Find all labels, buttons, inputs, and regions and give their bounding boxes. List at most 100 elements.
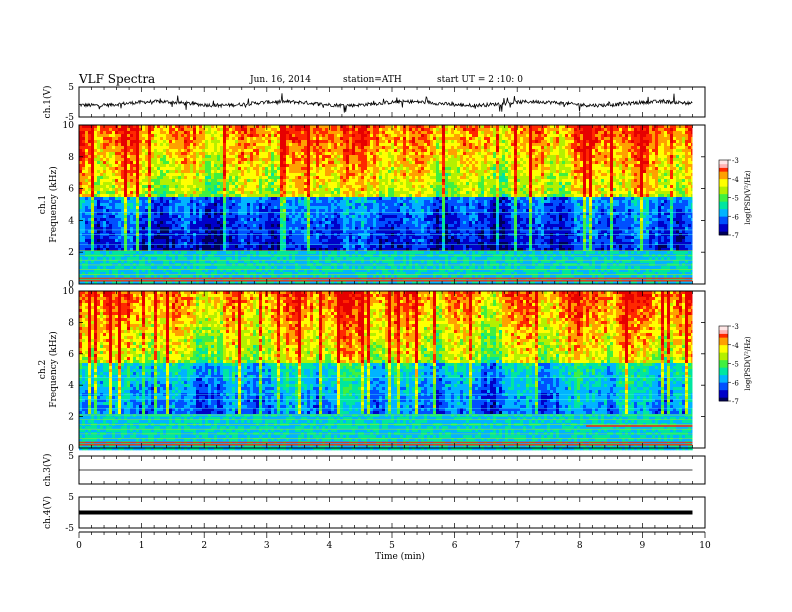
header-date: Jun. 16, 2014 xyxy=(250,75,311,85)
ch2-spectrogram-colorbar-cell xyxy=(719,378,728,381)
ch1-spectrogram-colorbar-tick-label: -6 xyxy=(732,213,739,221)
ch3-panel-ytick-label: 5 xyxy=(68,452,74,462)
ch2-spectrogram-colorbar-cell xyxy=(719,331,728,334)
ch2-spectrogram-colorbar-tick-label: -6 xyxy=(732,379,739,387)
ch1-spectrogram-colorbar-cell xyxy=(719,233,728,236)
ch2-spectrogram-ytick-label: 6 xyxy=(68,350,74,360)
ch2-spectrogram-colorbar-cell xyxy=(719,382,728,385)
ch2-spectrogram-colorbar-cell xyxy=(719,352,728,355)
ch2-spectrogram-colorbar-cell xyxy=(719,389,728,393)
ch1-spectrogram-colorbar-cell xyxy=(719,193,728,197)
chart-title: VLF Spectra xyxy=(79,72,155,86)
ch2-spectrogram-colorbar-cell xyxy=(719,374,728,378)
ch2-spectrogram-colorbar-cell xyxy=(719,335,728,338)
ch2-spectrogram-colorbar-cell xyxy=(719,354,728,357)
ch1-spectrogram-colorbar-cell xyxy=(719,167,728,170)
ch1-spectrogram-colorbar-cell xyxy=(719,165,728,168)
ch1-spectrogram-colorbar-tick-label: -4 xyxy=(732,176,739,184)
ch1-spectrogram-colorbar-cell xyxy=(719,190,728,193)
ch2-spectrogram-colorbar-cell xyxy=(719,339,728,342)
ch1-spectrogram-colorbar-cell xyxy=(719,218,728,221)
ch1-spectrogram-colorbar-cell xyxy=(719,191,728,195)
ch2-spectrogram-ytick-label: 4 xyxy=(68,381,74,391)
header-station: station=ATH xyxy=(343,75,402,85)
ch1-spectrogram-colorbar-cell xyxy=(719,160,728,163)
ch1-spectrogram-colorbar-cell xyxy=(719,212,728,215)
ch2-spectrogram-colorbar-cell xyxy=(719,363,728,366)
ch1-spectrogram-colorbar-cell xyxy=(719,201,728,204)
ch2-spectrogram-colorbar-cell xyxy=(719,387,728,391)
ch1-spectrogram-colorbar-cell xyxy=(719,225,728,228)
ch2-spectrogram-colorbar-tick-label: -5 xyxy=(732,361,739,369)
ch1-spectrogram-ytick-label: 6 xyxy=(68,185,74,195)
ch1-panel-ytick-label: 5 xyxy=(68,83,74,93)
ch1-spectrogram-ylabel2: Frequency (kHz) xyxy=(48,166,59,243)
ch1-spectrogram-heatmap xyxy=(79,125,693,285)
ch1-spectrogram-colorbar-cell xyxy=(719,169,728,172)
ch2-spectrogram-colorbar-cell xyxy=(719,376,728,379)
ch2-spectrogram-colorbar-cell xyxy=(719,333,728,336)
ch1-spectrogram-colorbar-cell xyxy=(719,229,728,232)
ch1-spectrogram-ytick-label: 4 xyxy=(68,216,74,226)
ch2-spectrogram-colorbar-cell xyxy=(719,369,728,372)
ch1-panel-ylabel: ch.1(V) xyxy=(42,86,53,119)
ch2-spectrogram-colorbar-cell xyxy=(719,327,728,331)
ch2-spectrogram-colorbar-cell xyxy=(719,341,728,344)
ch2-spectrogram-blank xyxy=(692,291,705,448)
x-tick-label: 10 xyxy=(699,541,711,551)
ch1-spectrogram-ylabel: ch.1 xyxy=(38,195,48,214)
ch2-spectrogram-colorbar-cell xyxy=(719,395,728,398)
ch1-spectrogram-colorbar-cell xyxy=(719,220,728,223)
x-tick-label: 9 xyxy=(640,541,646,551)
ch1-spectrogram-colorbar-cell xyxy=(719,176,728,180)
header-start-time: start UT = 2 :10: 0 xyxy=(437,75,523,85)
ch2-spectrogram-colorbar-cell xyxy=(719,393,728,396)
x-tick-label: 5 xyxy=(389,541,395,551)
ch1-spectrogram-colorbar-cell xyxy=(719,173,728,176)
ch1-spectrogram-colorbar-cell xyxy=(719,186,728,189)
x-tick-label: 6 xyxy=(452,541,458,551)
ch1-spectrogram-colorbar-cell xyxy=(719,216,728,219)
ch1-spectrogram-colorbar-cell xyxy=(719,188,728,191)
ch2-spectrogram-colorbar-cell xyxy=(719,348,728,351)
ch2-spectrogram-colorbar-cell xyxy=(719,357,728,361)
ch2-spectrogram-colorbar-cell xyxy=(719,372,728,376)
ch1-spectrogram-colorbar-tick-label: -3 xyxy=(732,157,739,165)
ch2-spectrogram-colorbar-tick-label: -4 xyxy=(732,342,739,350)
ch1-spectrogram-colorbar-cell xyxy=(719,223,728,227)
ch1-spectrogram-colorbar-cell xyxy=(719,197,728,200)
x-tick-label: 8 xyxy=(577,541,583,551)
ch1-spectrogram-colorbar-cell xyxy=(719,161,728,165)
ch1-spectrogram-colorbar-cell xyxy=(719,205,728,208)
ch2-spectrogram-colorbar-cell xyxy=(719,399,728,402)
ch2-spectrogram-colorbar-cell xyxy=(719,386,728,389)
ch4-panel-ylabel: ch.4(V) xyxy=(42,496,53,529)
ch2-spectrogram-colorbar-cell xyxy=(719,361,728,364)
ch1-spectrogram-colorbar-cell xyxy=(719,178,728,182)
ch1-spectrogram-colorbar-cell xyxy=(719,221,728,225)
ch1-spectrogram-colorbar-cell xyxy=(719,203,728,206)
ch1-panel-trace xyxy=(78,93,693,113)
ch1-spectrogram-colorbar-cell xyxy=(719,231,728,234)
ch1-spectrogram-colorbar-cell xyxy=(719,180,728,183)
ch2-spectrogram-colorbar-cell xyxy=(719,329,728,333)
ch2-spectrogram-colorbar-cell xyxy=(719,342,728,346)
ch1-spectrogram-colorbar-cell xyxy=(719,182,728,185)
x-tick-label: 2 xyxy=(201,541,207,551)
ch2-spectrogram-colorbar-label: log(PSD(V²/Hz) xyxy=(744,336,752,391)
ch2-spectrogram-colorbar-tick-label: -7 xyxy=(732,398,739,406)
ch2-spectrogram-colorbar-tick-label: -3 xyxy=(732,323,739,331)
x-axis-label: Time (min) xyxy=(375,551,425,562)
ch1-spectrogram-ytick-label: 2 xyxy=(68,248,74,258)
ch3-panel-ylabel: ch.3(V) xyxy=(42,454,53,487)
ch2-spectrogram-heatmap xyxy=(79,291,693,451)
x-tick-label: 1 xyxy=(139,541,145,551)
ch2-spectrogram-colorbar-cell xyxy=(719,356,728,359)
x-tick-label: 0 xyxy=(76,541,82,551)
ch1-spectrogram-colorbar-cell xyxy=(719,175,728,178)
ch1-spectrogram-colorbar-cell xyxy=(719,199,728,202)
ch2-spectrogram-colorbar-cell xyxy=(719,365,728,368)
ch2-spectrogram-colorbar-cell xyxy=(719,391,728,394)
ch2-spectrogram-ytick-label: 8 xyxy=(68,318,74,328)
